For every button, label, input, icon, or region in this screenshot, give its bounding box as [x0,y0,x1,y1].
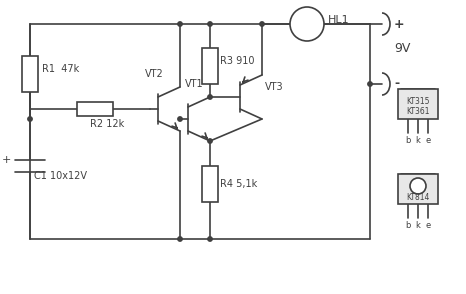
Circle shape [260,22,264,26]
Circle shape [178,237,182,241]
Bar [398,174,438,204]
Text: KT361: KT361 [406,108,430,116]
Text: 9V: 9V [394,43,411,56]
Bar [398,89,438,119]
Circle shape [208,95,212,99]
Text: +: + [394,18,404,31]
Circle shape [208,139,212,143]
Text: k: k [416,221,420,230]
Circle shape [368,82,372,86]
Text: e: e [425,136,431,145]
Circle shape [208,237,212,241]
Circle shape [410,178,426,194]
Circle shape [178,117,182,121]
Text: -: - [394,78,399,91]
Text: b: b [405,221,411,230]
Text: R3 910: R3 910 [220,56,254,66]
Text: HL1: HL1 [328,15,350,25]
Text: e: e [425,221,431,230]
Circle shape [178,22,182,26]
Bar [22,56,38,92]
Text: KT315: KT315 [406,96,430,106]
Bar [77,102,113,116]
Circle shape [208,22,212,26]
Text: b: b [405,136,411,145]
Text: VT1: VT1 [185,79,204,89]
Text: C1 10x12V: C1 10x12V [34,171,87,181]
Bar [202,166,218,202]
Text: +: + [1,155,11,165]
Circle shape [28,117,32,121]
Text: R4 5,1k: R4 5,1k [220,179,257,189]
Text: R1  47k: R1 47k [42,64,79,74]
Text: VT3: VT3 [265,82,284,92]
Circle shape [290,7,324,41]
Text: R2 12k: R2 12k [90,119,124,129]
Text: k: k [416,136,420,145]
Text: KT814: KT814 [406,193,430,201]
Bar [202,48,218,84]
Text: VT2: VT2 [145,69,164,79]
